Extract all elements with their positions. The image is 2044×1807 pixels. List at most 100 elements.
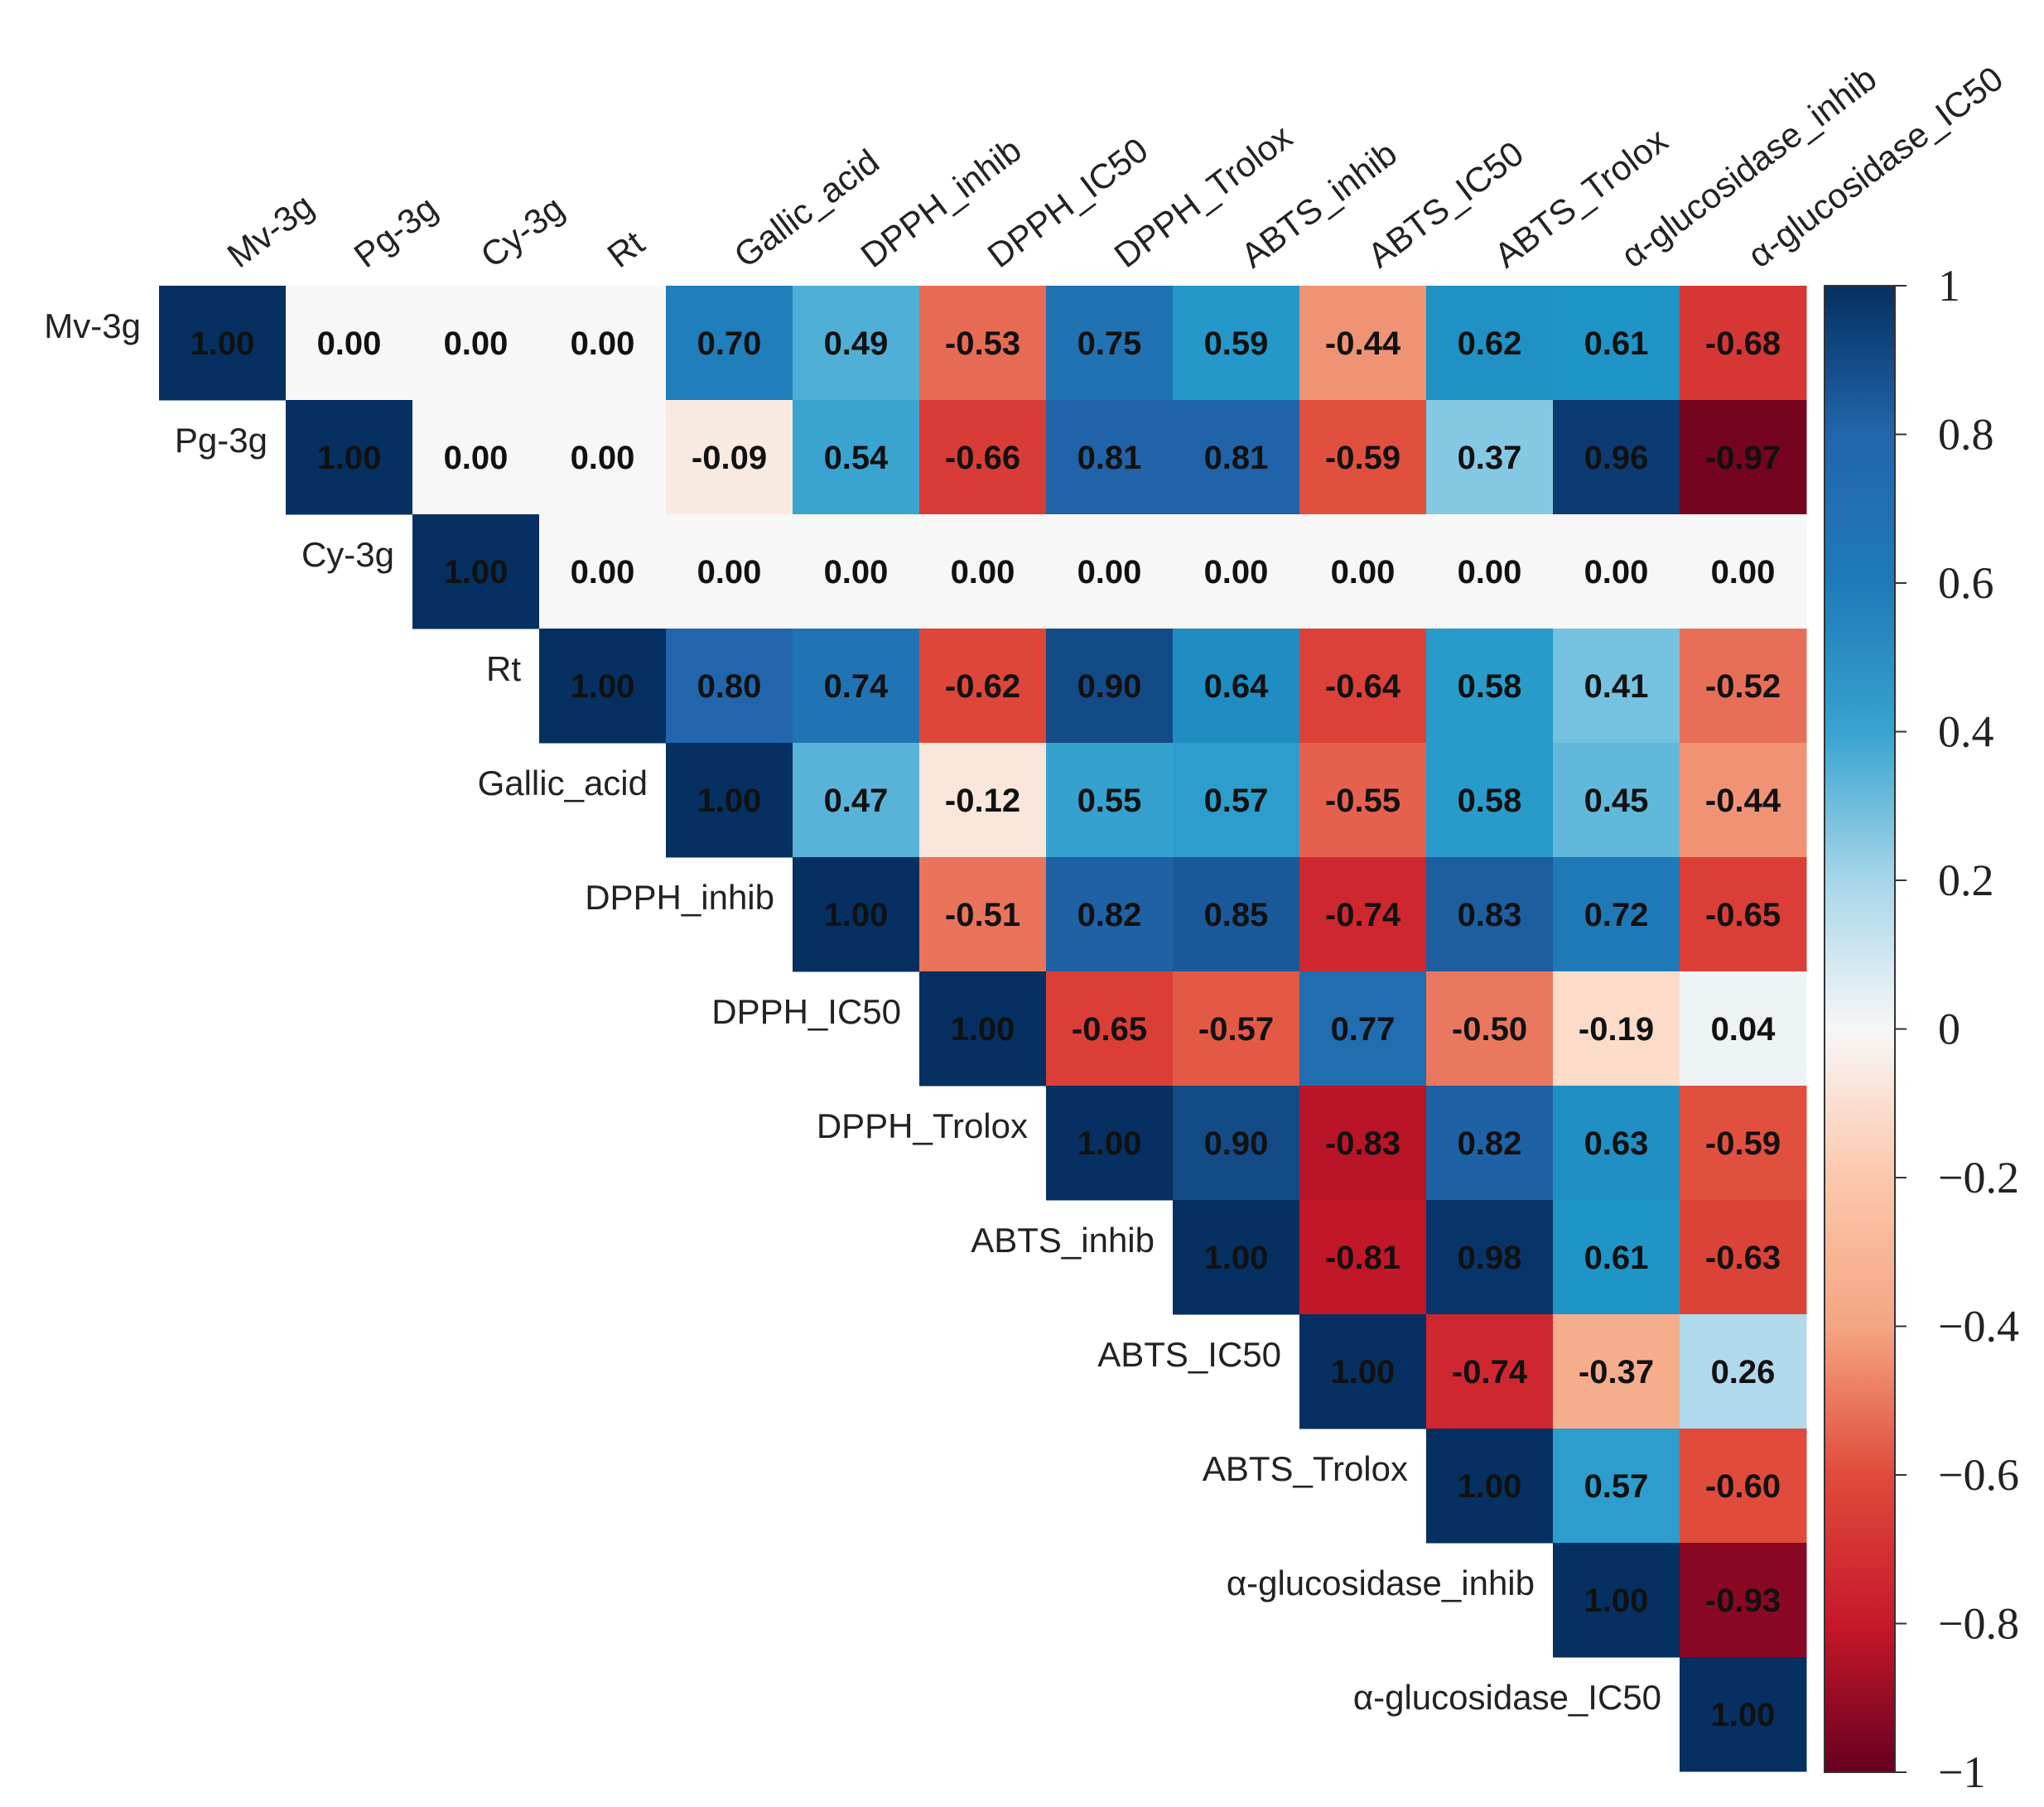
cell-value-label: -0.66 <box>945 440 1020 476</box>
heatmap-cell <box>666 400 793 515</box>
colorbar-ticks: 1 0.8 0.6 0.4 0.2 0 −0.2 −0.4 −0.6 −0.8 −1 <box>1895 261 2019 1797</box>
heatmap-cell <box>286 400 413 515</box>
heatmap-cell <box>793 629 920 744</box>
heatmap-cell <box>1173 857 1300 972</box>
cell-value-label: 1.00 <box>1077 1125 1142 1162</box>
heatmap-cell <box>1553 514 1680 629</box>
cell-value-label: 0.00 <box>571 325 635 362</box>
cell-value-label: -0.44 <box>1325 325 1401 362</box>
row-label: ABTS_inhib <box>971 1221 1155 1260</box>
heatmap-cell <box>793 400 920 515</box>
row-label: ABTS_Trolox <box>1203 1449 1408 1488</box>
heatmap-cell <box>1680 1429 1807 1544</box>
heatmap-cell <box>793 743 920 858</box>
heatmap-cell <box>539 514 667 629</box>
cell-value-label: 0.00 <box>1458 554 1522 590</box>
cell-value-label: -0.12 <box>945 783 1020 819</box>
cell-value-label: 0.37 <box>1458 440 1522 476</box>
cell-value-label: -0.53 <box>945 325 1020 362</box>
cell-value-label: 0.47 <box>824 783 889 819</box>
cell-value-label: 0.26 <box>1711 1354 1776 1390</box>
cell-value-label: 0.04 <box>1711 1011 1776 1048</box>
heatmap-cell <box>1299 1314 1427 1429</box>
heatmap-cells <box>159 286 1807 1772</box>
heatmap-cell <box>1046 857 1174 972</box>
heatmap-cell <box>1426 743 1554 858</box>
heatmap-cell <box>1046 1086 1174 1201</box>
cell-value-label: 0.64 <box>1204 668 1270 705</box>
heatmap-cell <box>1299 743 1427 858</box>
cell-value-label: -0.65 <box>1072 1011 1147 1048</box>
cell-value-label: 0.00 <box>1077 554 1142 590</box>
heatmap-cell <box>1046 743 1174 858</box>
colorbar-tick-label: 0.2 <box>1938 855 1994 905</box>
cell-value-label: 1.00 <box>1331 1354 1396 1390</box>
heatmap-cell <box>1046 286 1174 401</box>
cell-value-label: 0.00 <box>444 325 509 362</box>
cell-value-label: 0.62 <box>1458 325 1522 362</box>
colorbar-tick-label: 0.6 <box>1938 558 1994 608</box>
heatmap-cell <box>1173 1200 1300 1315</box>
cell-value-label: 0.00 <box>824 554 889 590</box>
cell-value-label: -0.83 <box>1325 1125 1400 1162</box>
heatmap-cell <box>1553 1314 1680 1429</box>
cell-value-label: 0.00 <box>1331 554 1396 590</box>
cell-value-label: 0.00 <box>571 554 635 590</box>
row-label: Pg-3g <box>175 421 268 460</box>
heatmap-cell <box>1426 1429 1554 1544</box>
heatmap-cell <box>793 286 920 401</box>
cell-value-label: 0.55 <box>1077 783 1142 819</box>
heatmap-cell <box>1680 1657 1807 1772</box>
cell-value-label: 1.00 <box>190 325 255 362</box>
heatmap-cell <box>1553 1200 1680 1315</box>
colorbar-tick-label: −0.8 <box>1938 1599 2019 1649</box>
cell-value-label: 0.72 <box>1584 897 1649 933</box>
heatmap-cell <box>666 286 793 401</box>
heatmap-cell <box>1299 971 1427 1087</box>
row-labels: Mv-3g Pg-3g Cy-3g Rt Gallic_acid DPPH_inhib DP… <box>44 306 1661 1717</box>
heatmap-cell <box>919 857 1047 972</box>
column-label: Rt <box>600 223 652 275</box>
colorbar-tick-label: 0 <box>1938 1005 1960 1054</box>
cell-value-label: 0.00 <box>697 554 762 590</box>
cell-value-label: 0.90 <box>1204 1125 1269 1162</box>
cell-value-label: 0.74 <box>824 668 889 705</box>
colorbar <box>1824 285 1896 1773</box>
row-label: Cy-3g <box>301 535 394 574</box>
cell-value-label: -0.63 <box>1705 1240 1781 1276</box>
cell-value-label: 0.58 <box>1458 783 1522 819</box>
cell-value-label: 0.00 <box>444 440 509 476</box>
cell-value-label: -0.64 <box>1325 668 1401 705</box>
cell-value-label: -0.59 <box>1325 440 1400 476</box>
cell-value-label: 0.00 <box>571 440 635 476</box>
heatmap-cell <box>1553 286 1680 401</box>
cell-value-label: 0.00 <box>1584 554 1649 590</box>
row-label: Rt <box>486 649 521 688</box>
heatmap-cell <box>1299 1086 1427 1201</box>
heatmap-cell <box>919 629 1047 744</box>
cell-value-label: 0.00 <box>1711 554 1776 590</box>
colorbar-tick-label: −0.2 <box>1938 1153 2019 1202</box>
colorbar-tick-label: −0.4 <box>1938 1302 2019 1352</box>
heatmap-cell <box>1046 514 1174 629</box>
cell-value-label: 0.83 <box>1458 897 1522 933</box>
heatmap-cell <box>1173 743 1300 858</box>
heatmap-cell <box>1173 514 1300 629</box>
heatmap-cell <box>1299 400 1427 515</box>
heatmap-cell <box>1680 1543 1807 1658</box>
colorbar-tick-label: −1 <box>1938 1747 1985 1797</box>
heatmap-cell <box>1553 1086 1680 1201</box>
heatmap-cell <box>1046 629 1174 744</box>
row-label: ABTS_IC50 <box>1097 1335 1281 1374</box>
heatmap-cell <box>1680 400 1807 515</box>
heatmap-cell <box>1299 286 1427 401</box>
cell-value-label: -0.60 <box>1705 1468 1781 1505</box>
heatmap-cell <box>919 971 1047 1087</box>
heatmap-cell <box>1426 400 1554 515</box>
row-label: Gallic_acid <box>478 764 648 802</box>
heatmap-cell <box>1299 857 1427 972</box>
cell-value-label: 1.00 <box>1204 1240 1269 1276</box>
heatmap-cell <box>1553 1429 1680 1544</box>
colorbar-tick-label: −0.6 <box>1938 1450 2019 1500</box>
cell-value-label: 0.57 <box>1584 1468 1649 1505</box>
